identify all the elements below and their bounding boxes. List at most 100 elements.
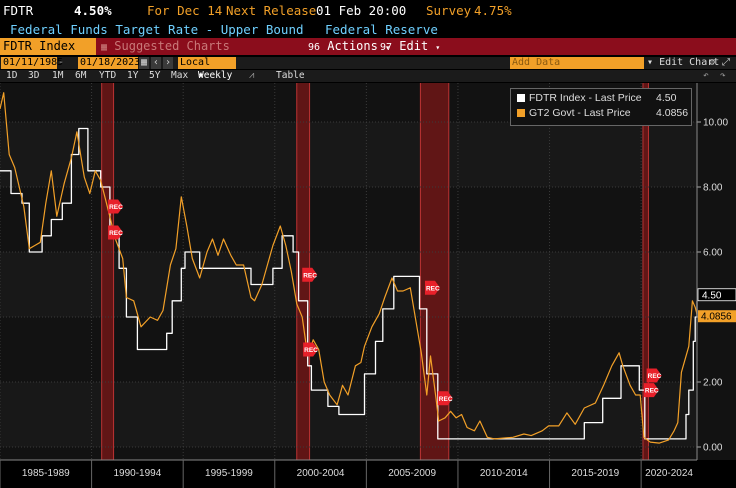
next-arrow-icon[interactable]: › [163,57,173,69]
gt2-last-value: 4.0856 [701,312,732,323]
x-band-label: 1985-1989 [22,468,70,479]
edit-menu[interactable]: 97 Edit ▾ [380,38,440,55]
y-tick-label: 2.00 [703,378,723,389]
rec-badge: REC [424,280,440,295]
gridlines [0,83,697,460]
gt2-line [0,92,698,444]
gt2-last-label: 4.0856 [698,310,736,323]
period-3d[interactable]: 3D [28,70,40,81]
header-bar: FDTR 4.50% For Dec 14 Next Release 01 Fe… [0,0,736,22]
date-separator: - [58,57,65,68]
gt2-last-box [698,310,736,323]
security-field[interactable]: FDTR Index [0,38,96,55]
next-release-date: 01 Feb 20:00 [316,3,407,18]
y-tick-label: 10.00 [703,118,728,129]
source: Federal Reserve [325,22,438,37]
for-label: For Dec 14 [147,3,223,18]
legend-value: 4.50 [656,92,677,104]
suggested-charts-icon: ▦ [101,42,108,53]
legend-swatch [517,109,525,117]
description-bar: Federal Funds Target Rate - Upper Bound … [0,22,736,37]
chevron-down-icon: ▾ [647,57,654,68]
period-max[interactable]: Max [171,70,189,81]
expand-icon[interactable]: ⤢ [722,57,730,68]
ticker: FDTR [3,3,34,18]
period-5y[interactable]: 5Y [149,70,161,81]
rec-badge-shape [437,391,453,406]
period-1y[interactable]: 1Y [127,70,139,81]
recession-band [642,83,649,460]
rec-badge-label: REC [426,285,440,292]
x-band-label: 2000-2004 [297,468,345,479]
period-1m[interactable]: 1M [52,70,64,81]
start-date-input[interactable]: 01/11/1985 [1,57,64,69]
description: Federal Funds Target Rate - Upper Bound [10,22,304,37]
x-axis: 1985-1989 1990-1994 1995-1999 2000-2004 2005… [0,459,736,488]
rec-badge-shape [424,280,440,295]
end-date-input[interactable]: 01/18/2023 [78,57,141,69]
y-band [0,122,697,187]
y-tick-label: 8.00 [703,183,723,194]
next-release-label: Next Release [226,3,317,18]
rec-badge-shape [108,225,124,240]
table-button[interactable]: Table [276,70,305,81]
legend-item-fdtr: FDTR Index - Last Price 4.50 [517,92,676,105]
rec-badge-shape [302,267,318,282]
frequency-label: Weekly [198,70,233,81]
rec-badge-shape [108,199,124,214]
y-band [0,252,697,317]
rec-badge-label: REC [109,230,123,237]
x-band-label: 2010-2014 [480,468,528,479]
edit-chart-label: Edit Chart [659,57,720,68]
legend-swatch [517,94,525,102]
period-1d[interactable]: 1D [6,70,18,81]
survey-label: Survey [426,3,472,18]
actions-number: 96 [308,42,321,53]
rec-badge: REC [302,267,318,282]
line-chart-icon[interactable]: ⩘ [249,70,255,81]
rec-badge-label: REC [439,396,453,403]
recession-badges: REC REC REC REC REC REC REC REC [108,199,662,406]
rec-badge-shape [643,383,659,398]
rec-badge-label: REC [303,272,317,279]
add-data-input[interactable]: Add Data [510,57,644,69]
rec-badge-label: REC [304,347,318,354]
background-bands [0,83,736,460]
edit-chart-button[interactable]: ▾ Edit Chart [647,57,719,69]
toolbar: FDTR Index ▦ Suggested Charts 96 Actions… [0,38,736,55]
rec-badge: REC [108,199,124,214]
settings-icon[interactable]: ⚙ [709,57,716,68]
chevron-down-icon: ▾ [435,43,441,52]
rec-badge: REC [646,368,662,383]
rec-badge-shape [303,342,319,357]
x-band-label: 1995-1999 [205,468,253,479]
chevron-down-icon: ▾ [198,70,204,81]
undo-icon[interactable]: ↶ [703,70,709,81]
legend: FDTR Index - Last Price 4.50 GT2 Govt - … [510,88,692,126]
actions-menu[interactable]: 96 Actions ▾ [308,38,390,55]
fdtr-last-box [697,288,736,302]
prev-arrow-icon[interactable]: ‹ [151,57,161,69]
legend-item-gt2: GT2 Govt - Last Price 4.0856 [517,107,688,120]
calendar-icon[interactable]: ▦ [139,57,149,69]
suggested-charts-button[interactable]: ▦ Suggested Charts [101,38,230,55]
x-band-label: 2015-2019 [571,468,619,479]
rec-badge-shape [646,368,662,383]
fdtr-last-value: 4.50 [702,290,722,301]
rec-badge-label: REC [109,204,123,211]
period-ytd[interactable]: YTD [99,70,117,81]
rec-badge: REC [437,391,453,406]
legend-value: 4.0856 [656,107,689,119]
redo-icon[interactable]: ↷ [720,70,726,81]
rec-badge: REC [303,342,319,357]
chevron-down-icon: ▾ [385,43,390,52]
x-band-label: 1990-1994 [113,468,161,479]
series-lines [0,92,698,444]
last-price-labels: 4.50 4.0856 [697,288,736,323]
rec-badge: REC [108,225,124,240]
legend-label: GT2 Govt - Last Price [529,107,631,119]
date-controls: 01/11/1985 - 01/18/2023 ▦ ‹ › Local CCY … [0,57,736,80]
legend-label: FDTR Index - Last Price [529,92,642,104]
period-6m[interactable]: 6M [75,70,87,81]
